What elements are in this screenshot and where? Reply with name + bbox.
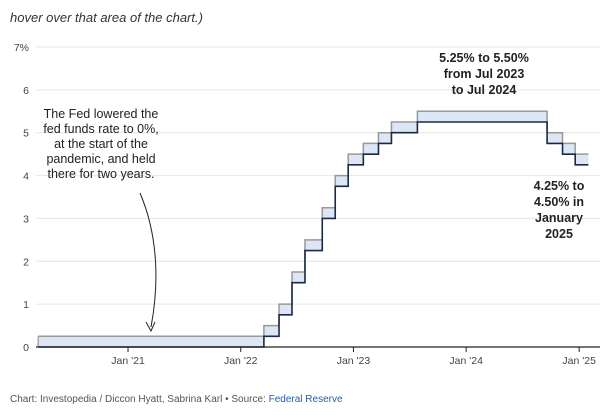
annotations: The Fed lowered the fed funds rate to 0%,… bbox=[43, 51, 585, 333]
y-tick-label: 1 bbox=[23, 299, 29, 311]
x-tick-label: Jan '24 bbox=[449, 355, 483, 367]
annotation-zero-rate-line: there for two years. bbox=[48, 167, 155, 181]
annotation-zero-rate-line: The Fed lowered the bbox=[44, 107, 159, 121]
y-tick-label: 5 bbox=[23, 128, 29, 140]
grid-lines bbox=[36, 46, 600, 305]
annotation-peak-line: 5.25% to 5.50% bbox=[439, 51, 529, 65]
annotation-zero-rate-line: at the start of the bbox=[54, 137, 148, 151]
annotation-current-line: January bbox=[535, 211, 583, 225]
credit-text: Chart: Investopedia / Diccon Hyatt, Sabr… bbox=[10, 394, 269, 405]
intro-text: hover over that area of the chart.) bbox=[10, 10, 203, 25]
upper-bound-line bbox=[38, 110, 589, 338]
y-tick-label: 2 bbox=[23, 256, 29, 268]
x-tick-label: Jan '22 bbox=[224, 355, 258, 367]
annotation-arrowhead bbox=[145, 321, 156, 333]
annotation-peak: 5.25% to 5.50% from Jul 2023 to Jul 2024 bbox=[439, 51, 529, 97]
rate-range-band bbox=[37, 110, 589, 348]
chart-footer: Chart: Investopedia / Diccon Hyatt, Sabr… bbox=[10, 394, 343, 405]
lower-bound-line bbox=[38, 121, 589, 348]
y-tick-label: 0 bbox=[23, 342, 29, 354]
fed-funds-rate-chart[interactable]: 0 1 2 3 4 5 6 7% Jan '21 Jan '22 Jan '23 Jan '24 Jan… bbox=[0, 0, 601, 390]
annotation-arrow bbox=[139, 192, 157, 328]
annotation-zero-rate-line: pandemic, and held bbox=[46, 152, 155, 166]
x-tick-label: Jan '25 bbox=[562, 355, 596, 367]
annotation-current-line: 4.25% to bbox=[534, 179, 585, 193]
tick-labels: 0 1 2 3 4 5 6 7% Jan '21 Jan '22 Jan '23 Jan '24 Jan… bbox=[14, 42, 596, 367]
annotation-peak-line: to Jul 2024 bbox=[452, 83, 517, 97]
axes bbox=[36, 346, 600, 352]
source-link[interactable]: Federal Reserve bbox=[268, 394, 343, 405]
y-tick-label: 7% bbox=[14, 42, 29, 54]
annotation-zero-rate: The Fed lowered the fed funds rate to 0%,… bbox=[43, 107, 158, 181]
annotation-current-line: 2025 bbox=[545, 227, 573, 241]
x-tick-label: Jan '21 bbox=[111, 355, 145, 367]
annotation-peak-line: from Jul 2023 bbox=[444, 67, 525, 81]
x-tick-label: Jan '23 bbox=[337, 355, 371, 367]
annotation-current-line: 4.50% in bbox=[534, 195, 584, 209]
annotation-zero-rate-line: fed funds rate to 0%, bbox=[43, 122, 158, 136]
y-tick-label: 3 bbox=[23, 213, 29, 225]
y-tick-label: 4 bbox=[23, 171, 29, 183]
annotation-current: 4.25% to 4.50% in January 2025 bbox=[534, 179, 585, 241]
y-tick-label: 6 bbox=[23, 85, 29, 97]
